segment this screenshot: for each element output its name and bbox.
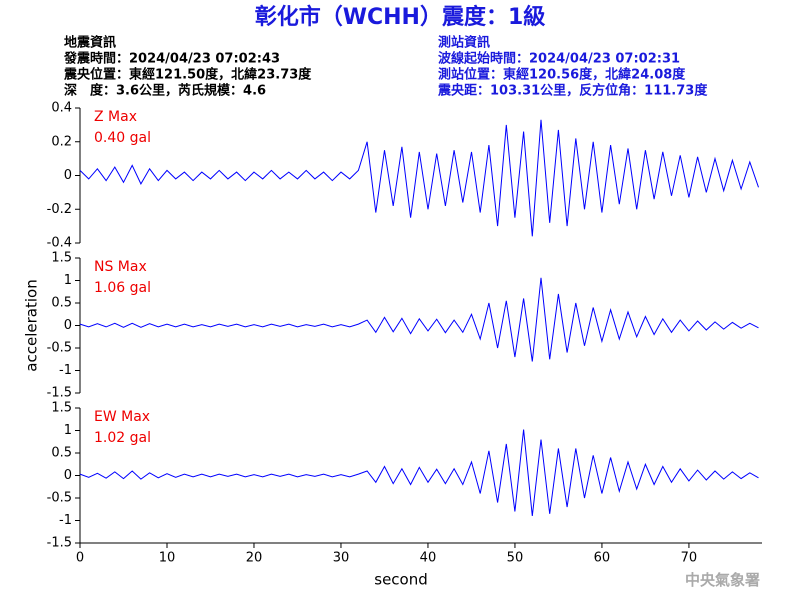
- x-tick-label: 20: [246, 551, 263, 566]
- x-tick-label: 70: [681, 551, 698, 566]
- y-tick-label: -1.5: [47, 386, 72, 401]
- max-label: 0.40 gal: [94, 130, 151, 146]
- y-tick-label: -0.5: [47, 491, 72, 506]
- y-tick-label: 1: [64, 423, 72, 438]
- y-tick-label: -0.2: [47, 202, 72, 217]
- y-tick-label: 0: [64, 318, 72, 333]
- info-line: 震央位置：東經121.50度，北緯23.73度: [63, 67, 312, 83]
- x-tick-label: 60: [594, 551, 611, 566]
- y-tick-label: -0.5: [47, 341, 72, 356]
- waveform: [79, 119, 759, 237]
- info-line: 測站資訊: [438, 35, 490, 51]
- max-label: 1.06 gal: [94, 280, 151, 296]
- y-tick-label: 1: [64, 273, 72, 288]
- info-line: 深 度：3.6公里，芮氏規模：4.6: [64, 83, 266, 99]
- channel-label: NS Max: [94, 259, 147, 275]
- y-tick-label: 0.2: [51, 134, 72, 149]
- waveform: [79, 429, 759, 517]
- info-line: 測站位置：東經120.56度，北緯24.08度: [438, 67, 686, 83]
- y-tick-label: 0: [64, 168, 72, 183]
- info-line: 波線起始時間：2024/04/23 07:02:31: [438, 51, 680, 67]
- x-tick-label: 40: [420, 551, 437, 566]
- max-label: 1.02 gal: [94, 430, 151, 446]
- info-line: 發震時間：2024/04/23 07:02:43: [63, 51, 280, 67]
- info-line: 地震資訊: [64, 35, 116, 51]
- info-line: 震央距：103.31公里，反方位角：111.73度: [437, 83, 708, 99]
- x-tick-label: 10: [159, 551, 176, 566]
- y-tick-label: -1: [59, 513, 72, 528]
- chart-title: 彰化市（WCHH）震度：1級: [255, 4, 546, 30]
- footer: 中央氣象署: [685, 571, 760, 589]
- y-axis-label: acceleration: [23, 279, 41, 371]
- y-tick-label: -1.5: [47, 536, 72, 551]
- y-tick-label: 0.4: [51, 101, 72, 116]
- x-axis-label: second: [374, 571, 428, 589]
- x-tick-label: 50: [507, 551, 524, 566]
- y-tick-label: 1.5: [51, 251, 72, 266]
- y-tick-label: -1: [59, 363, 72, 378]
- y-tick-label: 0.5: [51, 446, 72, 461]
- y-tick-label: 0.5: [51, 296, 72, 311]
- x-tick-label: 0: [76, 551, 84, 566]
- channel-label: Z Max: [94, 109, 137, 125]
- y-tick-label: 0: [64, 468, 72, 483]
- channel-label: EW Max: [94, 409, 150, 425]
- x-tick-label: 30: [333, 551, 350, 566]
- y-tick-label: 1.5: [51, 401, 72, 416]
- y-tick-label: -0.4: [47, 236, 72, 251]
- waveform: [79, 277, 759, 362]
